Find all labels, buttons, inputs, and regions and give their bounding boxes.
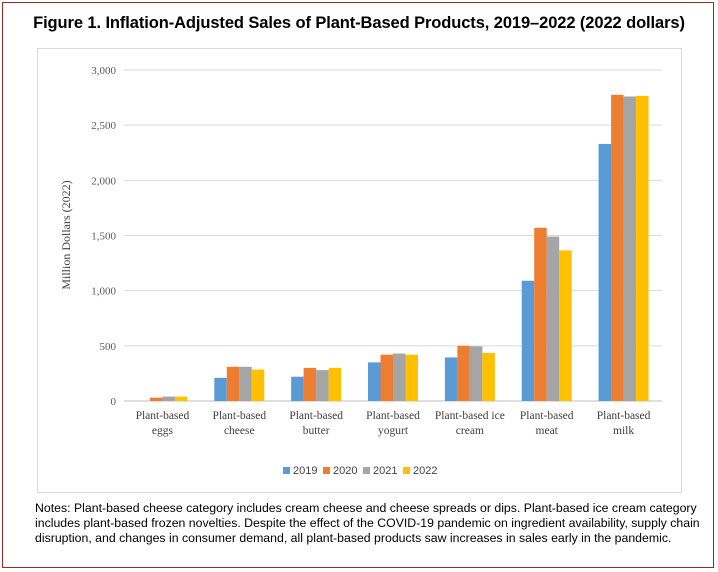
legend-label: 2020 bbox=[333, 465, 357, 477]
bar bbox=[239, 366, 252, 401]
bar bbox=[611, 94, 624, 401]
x-tick-label: Plant-based ice bbox=[435, 410, 505, 422]
x-tick-label: Plant-based bbox=[212, 410, 266, 422]
legend-label: 2019 bbox=[293, 465, 317, 477]
bar bbox=[521, 280, 535, 401]
bar bbox=[534, 227, 547, 401]
bar bbox=[444, 357, 458, 401]
x-tick-label: cheese bbox=[224, 425, 255, 437]
x-tick-label: Plant-based bbox=[366, 410, 420, 422]
bar bbox=[149, 397, 163, 401]
x-tick-label: butter bbox=[303, 425, 330, 437]
x-tick-label: Plant-based bbox=[136, 410, 190, 422]
bar bbox=[214, 377, 227, 401]
bar bbox=[162, 396, 175, 401]
bar bbox=[598, 143, 612, 401]
x-tick-label: cream bbox=[456, 425, 484, 437]
figure-notes: Notes: Plant-based cheese category inclu… bbox=[35, 501, 700, 546]
bar bbox=[303, 367, 317, 401]
bar bbox=[251, 369, 265, 401]
y-axis-label: Million Dollars (2022) bbox=[59, 180, 73, 289]
bar bbox=[482, 353, 495, 401]
bar bbox=[291, 376, 304, 401]
y-tick-label: 1,500 bbox=[91, 231, 116, 243]
bar bbox=[405, 354, 418, 401]
bar bbox=[457, 345, 470, 401]
y-tick-label: 1,000 bbox=[91, 286, 116, 298]
bar bbox=[226, 366, 240, 401]
x-tick-label: yogurt bbox=[378, 425, 409, 437]
legend-label: 2021 bbox=[373, 465, 397, 477]
chart-area bbox=[37, 48, 682, 493]
y-tick-label: 500 bbox=[100, 341, 117, 353]
x-tick-label: meat bbox=[536, 425, 559, 437]
legend-swatch bbox=[283, 467, 290, 474]
y-tick-label: 3,000 bbox=[91, 65, 116, 77]
bar bbox=[368, 362, 381, 401]
legend-swatch bbox=[403, 467, 410, 474]
bar bbox=[316, 370, 329, 401]
legend-swatch bbox=[323, 467, 330, 474]
bar bbox=[380, 354, 393, 401]
bar bbox=[623, 96, 637, 401]
x-tick-label: Plant-based bbox=[597, 410, 651, 422]
bar bbox=[546, 236, 560, 401]
x-tick-label: eggs bbox=[152, 425, 174, 437]
bar bbox=[559, 250, 572, 401]
y-tick-label: 2,000 bbox=[91, 175, 116, 187]
x-tick-label: Plant-based bbox=[520, 410, 574, 422]
legend-label: 2022 bbox=[413, 465, 437, 477]
x-tick-label: milk bbox=[613, 425, 634, 437]
bar bbox=[469, 346, 483, 401]
figure-title: Figure 1. Inflation-Adjusted Sales of Pl… bbox=[33, 14, 685, 32]
y-tick-label: 2,500 bbox=[91, 120, 116, 132]
bar bbox=[636, 95, 649, 401]
bar bbox=[174, 396, 188, 401]
bar bbox=[393, 353, 406, 401]
legend-swatch bbox=[363, 467, 370, 474]
bar bbox=[328, 367, 342, 401]
x-tick-label: Plant-based bbox=[289, 410, 343, 422]
y-tick-label: 0 bbox=[111, 396, 117, 408]
